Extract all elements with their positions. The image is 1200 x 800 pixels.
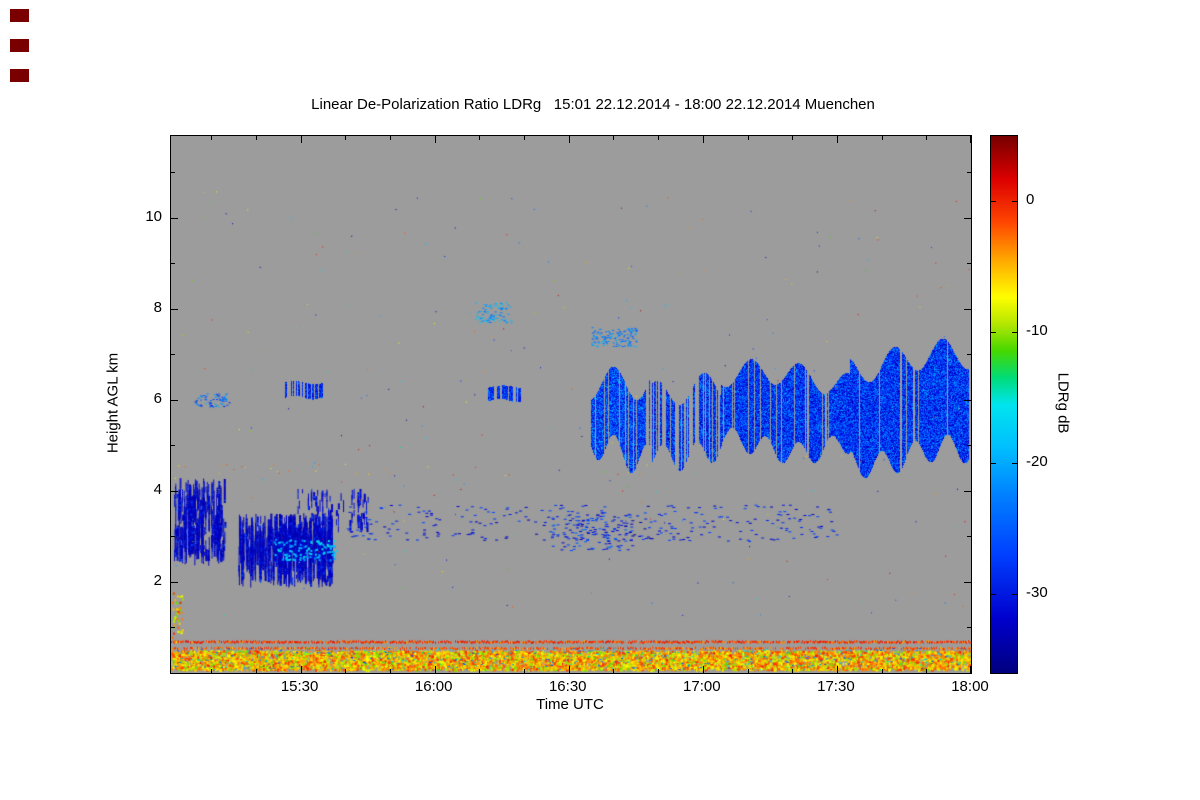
plot-title: Linear De-Polarization Ratio LDRg 15:01 …: [311, 96, 875, 113]
colorbar-tick-label: -10: [1026, 322, 1048, 340]
colorbar-tick-label: 0: [1026, 191, 1035, 209]
y-tick-label: 4: [153, 480, 162, 498]
colorbar: [990, 135, 1018, 674]
x-tick-label: 16:00: [414, 678, 453, 695]
colorbar-tick-label: -20: [1026, 453, 1048, 471]
x-tick-label: 17:00: [683, 678, 721, 695]
colorbar-tick-label: -30: [1026, 584, 1048, 602]
y-axis-label: Height AGL km: [104, 352, 122, 454]
heatmap-canvas: [171, 136, 971, 673]
y-tick-label: 2: [153, 571, 162, 589]
plot-area: [170, 135, 972, 674]
x-axis-label: Time UTC: [536, 696, 604, 713]
x-tick-label: 18:00: [951, 678, 989, 695]
colorbar-canvas: [991, 136, 1017, 673]
window-artifact-2: [10, 39, 29, 52]
colorbar-label: LDRg dB: [1054, 372, 1072, 434]
x-tick-label: 16:30: [548, 678, 587, 695]
x-tick-label: 15:30: [280, 678, 319, 695]
window-artifact-1: [10, 9, 29, 22]
y-tick-label: 10: [145, 207, 162, 225]
y-tick-label: 6: [153, 389, 162, 407]
x-tick-label: 17:30: [817, 678, 855, 695]
y-tick-label: 8: [153, 298, 162, 316]
window-artifact-3: [10, 69, 29, 82]
